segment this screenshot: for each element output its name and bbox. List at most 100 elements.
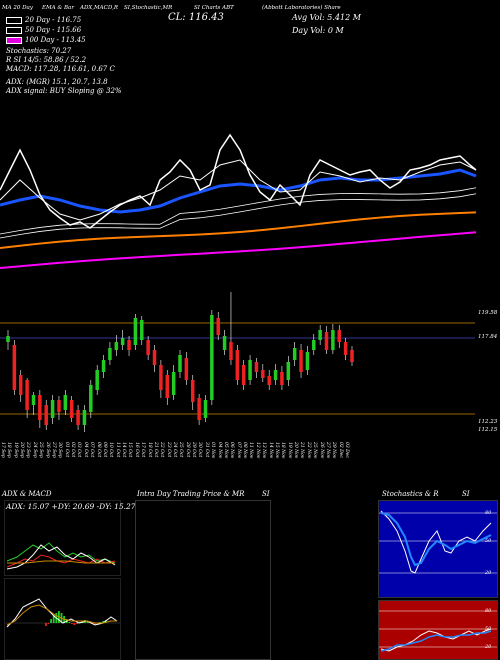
legend-swatch — [6, 26, 22, 34]
date-label: 07 Nov — [235, 442, 241, 459]
candle-body — [50, 400, 55, 418]
price-chart — [0, 133, 477, 432]
candle-body — [76, 410, 80, 425]
candle-body — [120, 338, 125, 345]
macd-bar — [47, 623, 50, 624]
date-label: 03 Dec — [344, 442, 349, 458]
macd-bar — [52, 615, 55, 623]
date-label: 10 Oct — [108, 442, 114, 458]
date-label: 06 Nov — [229, 442, 235, 459]
candle-body — [114, 342, 119, 350]
date-label: 16 Oct — [133, 442, 139, 458]
date-label: 07 Oct — [89, 442, 95, 458]
price-label-112a: 112.23 — [478, 419, 498, 425]
date-label: 22 Oct — [159, 442, 165, 458]
ma-100-line — [0, 211, 477, 249]
header-label-ema: EMA & Bar — [42, 5, 74, 11]
legend-item-20day: 20 Day - 116.75 — [6, 16, 81, 24]
macd-bar — [50, 619, 52, 623]
candlesticks — [6, 292, 354, 432]
intraday-panel — [135, 500, 271, 660]
macd-bar — [68, 622, 71, 623]
stat-macd: MACD: 117.28, 116.61, 0.67 C — [6, 65, 115, 73]
date-label: 08 Nov — [242, 442, 248, 459]
date-label: 05 Nov — [222, 442, 228, 459]
legend-swatch — [6, 16, 22, 24]
date-label: 17 Sep — [0, 442, 5, 458]
macd-bar — [102, 621, 104, 623]
candle-body — [95, 370, 99, 390]
stat-adx-signal: ADX signal: BUY Sloping @ 32% — [6, 87, 122, 95]
avg-volume: Avg Vol: 5.412 M — [292, 13, 361, 22]
adx-panel-title: ADX & MACD — [2, 490, 52, 498]
date-label: 29 Oct — [191, 442, 197, 458]
date-label: 26 Sep — [44, 442, 50, 458]
candle-body — [241, 365, 246, 385]
date-label: 01 Oct — [63, 442, 69, 458]
candle-body — [350, 350, 354, 362]
candle-body — [261, 370, 265, 378]
macd-bar — [45, 623, 47, 626]
candle-body — [178, 355, 182, 372]
date-label: 27 Nov — [324, 442, 330, 459]
date-label: 04 Nov — [216, 442, 222, 459]
date-label: 18 Oct — [146, 442, 152, 458]
candle-body — [292, 348, 297, 360]
date-label: 22 Nov — [305, 442, 311, 459]
intraday-panel-title: Intra Day Trading Price & MR — [137, 490, 245, 498]
candle-body — [108, 348, 112, 360]
candle-body — [18, 375, 23, 395]
date-label: 13 Nov — [261, 442, 267, 459]
candle-body — [318, 330, 322, 340]
close-price: CL: 116.43 — [168, 12, 224, 23]
day-volume: Day Vol: 0 M — [292, 26, 344, 35]
date-label: 31 Oct — [203, 442, 209, 458]
candle-body — [69, 400, 74, 418]
candle-body — [343, 342, 348, 355]
stoch-panel-si: SI — [462, 490, 470, 498]
header-label-si: SI,Stochastic,MR — [124, 5, 173, 11]
candle-body — [337, 330, 342, 342]
adx-values: ADX: 15.07 +DY: 20.69 -DY: 15.27 — [6, 502, 136, 511]
candle-body — [254, 362, 259, 372]
macd-bar — [76, 623, 78, 624]
stochastics-chart — [379, 510, 497, 574]
stoch-tick-80: 80 — [485, 510, 492, 516]
candle-body — [127, 340, 131, 350]
candle-body — [101, 360, 106, 372]
candle-body — [324, 332, 329, 350]
rsi-tick-20: 20 — [485, 644, 492, 650]
intraday-panel-si: SI — [262, 490, 270, 498]
adx-lines — [6, 542, 116, 570]
date-label: 24 Sep — [31, 442, 37, 458]
header-label-company: (Abbott Laboratories) Share — [262, 5, 341, 11]
date-label: 14 Nov — [267, 442, 273, 459]
date-label: 18 Nov — [280, 442, 286, 459]
legend-item-100day: 100 Day - 113.45 — [6, 36, 86, 44]
ma-dotted-line — [0, 159, 477, 221]
candle-body — [140, 320, 144, 340]
date-label: 25 Nov — [312, 442, 318, 459]
candle-body — [63, 395, 68, 410]
date-label: 21 Oct — [152, 442, 158, 458]
ma-50b-line — [0, 187, 477, 235]
candle-body — [25, 380, 29, 410]
date-label: 28 Oct — [184, 442, 190, 458]
adx-panel: ADX: 15.07 +DY: 20.69 -DY: 15.27 — [4, 500, 136, 576]
date-label: 19 Nov — [286, 442, 292, 459]
date-label: 04 Oct — [82, 442, 88, 458]
candle-body — [286, 362, 291, 380]
date-label: 02 Dec — [337, 442, 343, 458]
date-label: 23 Oct — [165, 442, 171, 458]
price-label-119: 119.58 — [478, 310, 498, 316]
date-label: 11 Oct — [114, 442, 120, 458]
moving-averages — [0, 133, 477, 269]
rsi-chart — [379, 610, 497, 652]
date-label: 29 Nov — [331, 442, 337, 459]
candle-body — [190, 380, 195, 402]
candle-body — [133, 318, 138, 345]
date-label: 30 Oct — [197, 442, 203, 458]
date-label: 25 Sep — [38, 442, 44, 458]
candle-body — [312, 340, 316, 350]
date-label: 15 Oct — [127, 442, 133, 458]
